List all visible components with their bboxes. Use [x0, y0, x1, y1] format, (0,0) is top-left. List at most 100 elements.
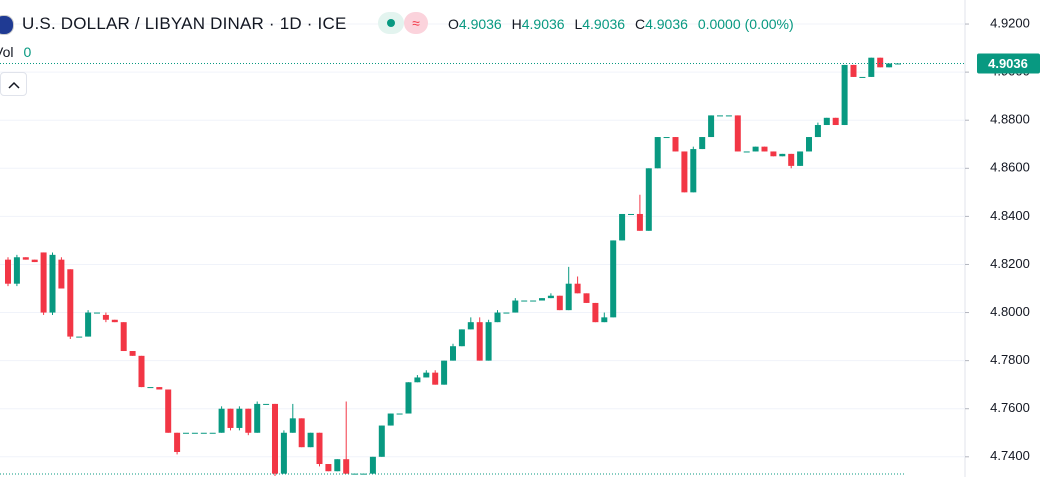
- y-tick-label: 4.8400: [990, 208, 1030, 223]
- candle-body: [823, 117, 830, 126]
- candle-body: [832, 117, 839, 126]
- candle-body: [467, 322, 474, 330]
- candle-body: [530, 300, 537, 302]
- candle-body: [859, 76, 866, 78]
- y-tick-label: 4.8000: [990, 304, 1030, 319]
- candle-body: [814, 125, 821, 138]
- candle-body: [663, 137, 670, 139]
- candle-body: [868, 57, 875, 77]
- candle-body: [725, 115, 732, 117]
- candle-body: [352, 473, 359, 475]
- candle-body: [76, 336, 83, 338]
- candle-body: [405, 382, 412, 414]
- candle-body: [138, 355, 145, 388]
- candle-body: [325, 464, 332, 472]
- y-tick-label: 4.7600: [990, 400, 1030, 415]
- candle-body: [165, 389, 172, 433]
- candle-body: [13, 257, 20, 284]
- open-label: O: [448, 16, 459, 32]
- candle-body: [263, 403, 270, 405]
- candles: [0, 57, 965, 477]
- candle-body: [761, 146, 768, 152]
- status-button[interactable]: [378, 12, 404, 34]
- y-tick-label: 4.8800: [990, 112, 1030, 127]
- candle-body: [770, 151, 777, 157]
- candle-body: [512, 300, 519, 313]
- candle-body: [218, 408, 225, 433]
- candle-body: [806, 137, 812, 152]
- open-value: 4.9036: [458, 16, 502, 32]
- high-value: 4.9036: [521, 16, 565, 32]
- volume-value: 0: [23, 44, 32, 60]
- compare-button[interactable]: ≈: [404, 12, 428, 34]
- candle-body: [94, 312, 100, 314]
- candle-body: [503, 312, 510, 314]
- candle-body: [654, 137, 661, 169]
- candle-body: [67, 269, 74, 337]
- candle-body: [690, 149, 697, 193]
- candle-body: [610, 240, 617, 318]
- candle-body: [369, 456, 376, 474]
- candle-body: [565, 283, 572, 311]
- volume-legend: Vol 0: [0, 44, 31, 60]
- candle-body: [574, 283, 581, 294]
- candle-body: [592, 302, 599, 323]
- candle-body: [40, 252, 47, 313]
- y-tick-label: 4.8200: [990, 256, 1030, 271]
- candle-body: [31, 259, 38, 263]
- candle-body: [734, 115, 741, 152]
- status-dot: [387, 19, 395, 27]
- ohlc-legend: O4.9036 H4.9036 L4.9036 C4.9036 0.0000 (0…: [448, 13, 800, 35]
- candle-body: [298, 418, 305, 448]
- candle-body: [717, 115, 723, 117]
- candle-body: [254, 403, 261, 433]
- candle-body: [361, 473, 367, 475]
- candle-body: [227, 408, 234, 428]
- candle-body: [708, 115, 715, 138]
- candle-body: [583, 293, 590, 303]
- candle-body: [111, 319, 118, 323]
- chevron-icon: [8, 81, 20, 89]
- collapse-button[interactable]: [0, 72, 27, 96]
- candle-body: [432, 372, 439, 385]
- candle-body: [476, 322, 483, 361]
- volume-label: Vol: [0, 44, 14, 60]
- candle-body: [485, 322, 492, 361]
- candle-body: [378, 425, 385, 457]
- candle-body: [645, 168, 652, 231]
- last-price-label: 4.9036: [988, 56, 1028, 71]
- candle-body: [316, 432, 323, 465]
- candle-body: [681, 151, 688, 193]
- candle-body: [672, 137, 679, 152]
- y-tick-label: 4.8600: [990, 160, 1030, 175]
- candle-body: [191, 432, 198, 434]
- candle-body: [307, 432, 314, 448]
- candle-body: [458, 329, 465, 347]
- candle-body: [414, 377, 421, 383]
- candle-body: [850, 64, 857, 77]
- low-value: 4.9036: [582, 16, 626, 32]
- y-tick-label: 4.9200: [990, 15, 1030, 30]
- y-tick-label: 4.7800: [990, 352, 1030, 367]
- candle-body: [387, 413, 394, 426]
- candle-body: [85, 312, 92, 337]
- candle-body: [129, 351, 136, 356]
- candle-body: [601, 317, 608, 323]
- price-axis: 4.7400 4.7600 4.7800 4.8000 4.8200 4.8400 4.86…: [965, 15, 1040, 463]
- candle-body: [343, 459, 350, 474]
- y-tick-label: 4.7400: [990, 448, 1030, 463]
- candle-body: [156, 387, 163, 390]
- symbol-title: U.S. DOLLAR / LIBYAN DINAR · 1D · ICE: [22, 14, 347, 33]
- candle-body: [200, 432, 207, 434]
- candle-body: [58, 259, 65, 289]
- candle-body: [280, 432, 287, 474]
- symbol-icon: [0, 15, 14, 35]
- candle-body: [272, 403, 278, 474]
- candle-body: [334, 459, 341, 472]
- candle-body: [441, 360, 448, 385]
- candle-body: [423, 372, 430, 378]
- candle-body: [547, 295, 554, 299]
- candle-body: [628, 213, 634, 215]
- candle-body: [556, 295, 563, 311]
- candle-body: [788, 153, 795, 166]
